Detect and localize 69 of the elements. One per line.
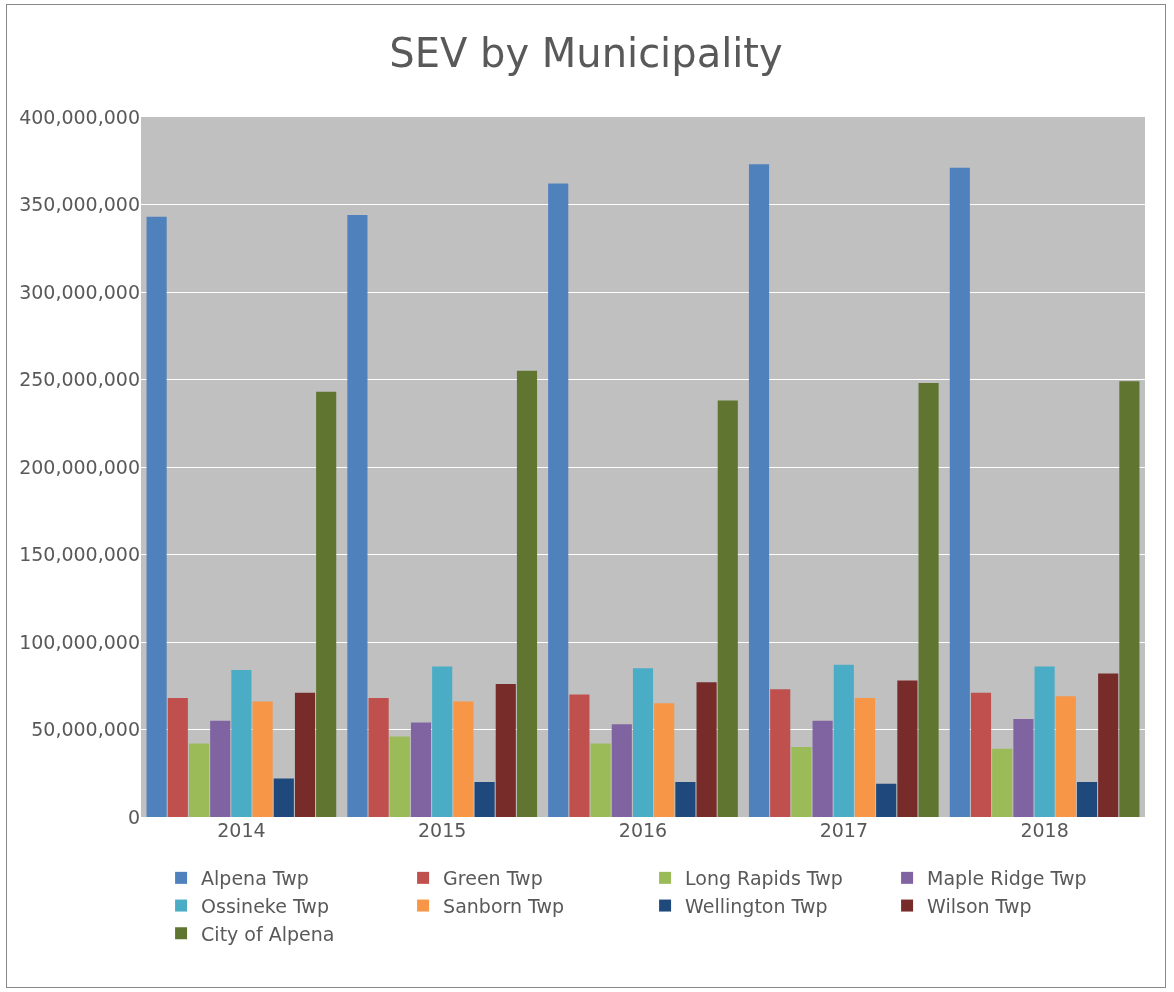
bar bbox=[876, 783, 897, 817]
bar bbox=[453, 701, 474, 817]
bar bbox=[1076, 782, 1098, 817]
bar bbox=[1034, 666, 1055, 817]
bar bbox=[252, 701, 273, 817]
x-tick-label: 2017 bbox=[819, 819, 868, 841]
bar bbox=[897, 680, 918, 817]
legend-label: Maple Ridge Twp bbox=[927, 867, 1087, 890]
chart-title: SEV by Municipality bbox=[389, 30, 783, 77]
legend-label: Ossineke Twp bbox=[201, 894, 329, 917]
bar bbox=[791, 747, 812, 817]
y-tick-label: 300,000,000 bbox=[19, 280, 140, 303]
bar bbox=[146, 216, 167, 817]
bar bbox=[696, 682, 717, 817]
y-tick-label: 0 bbox=[127, 805, 140, 828]
bar bbox=[231, 670, 252, 817]
bar bbox=[474, 782, 495, 817]
bar bbox=[432, 666, 453, 817]
bar bbox=[949, 167, 970, 817]
legend-label: Alpena Twp bbox=[201, 867, 309, 890]
bar bbox=[590, 743, 611, 817]
x-tick-label: 2018 bbox=[1020, 819, 1069, 841]
legend-label: Green Twp bbox=[443, 867, 543, 890]
bar bbox=[675, 782, 696, 817]
bar bbox=[294, 692, 316, 817]
bar bbox=[495, 684, 516, 817]
bar bbox=[654, 703, 675, 817]
y-tick-label: 200,000,000 bbox=[19, 455, 140, 478]
bar bbox=[1055, 696, 1076, 817]
bar bbox=[347, 215, 368, 817]
legend-label: Wellington Twp bbox=[685, 894, 828, 917]
legend-label: Wilson Twp bbox=[927, 894, 1032, 917]
x-tick-label: 2014 bbox=[217, 819, 266, 841]
legend-label: Long Rapids Twp bbox=[685, 867, 843, 890]
bar bbox=[210, 720, 231, 817]
bar bbox=[569, 694, 590, 817]
bar bbox=[717, 400, 738, 817]
bar bbox=[548, 183, 569, 817]
bar bbox=[854, 698, 876, 817]
bar bbox=[273, 778, 294, 817]
legend-label: City of Alpena bbox=[201, 922, 335, 945]
y-tick-label: 250,000,000 bbox=[19, 368, 140, 391]
bar bbox=[833, 664, 854, 817]
bar bbox=[748, 164, 770, 817]
bar bbox=[389, 736, 410, 817]
bar bbox=[167, 698, 188, 817]
bar bbox=[516, 370, 538, 817]
y-tick-label: 150,000,000 bbox=[19, 543, 140, 566]
bar bbox=[188, 743, 210, 817]
bar bbox=[1098, 673, 1119, 817]
y-tick-label: 100,000,000 bbox=[19, 630, 140, 653]
y-tick-label: 350,000,000 bbox=[19, 193, 140, 216]
bar bbox=[1013, 719, 1034, 817]
bar bbox=[992, 748, 1013, 817]
bar bbox=[770, 689, 791, 817]
bar bbox=[918, 383, 939, 817]
bar bbox=[316, 391, 337, 817]
y-tick-label: 400,000,000 bbox=[19, 105, 140, 128]
bar bbox=[611, 724, 632, 817]
bar bbox=[812, 720, 833, 817]
bar bbox=[410, 722, 432, 817]
bar bbox=[1119, 381, 1140, 817]
bar bbox=[632, 668, 654, 817]
legend-label: Sanborn Twp bbox=[443, 894, 565, 917]
x-tick-label: 2016 bbox=[618, 819, 668, 841]
bar bbox=[970, 692, 992, 817]
y-tick-label: 50,000,000 bbox=[31, 718, 140, 741]
bar bbox=[368, 698, 389, 817]
x-tick-label: 2015 bbox=[418, 819, 467, 841]
